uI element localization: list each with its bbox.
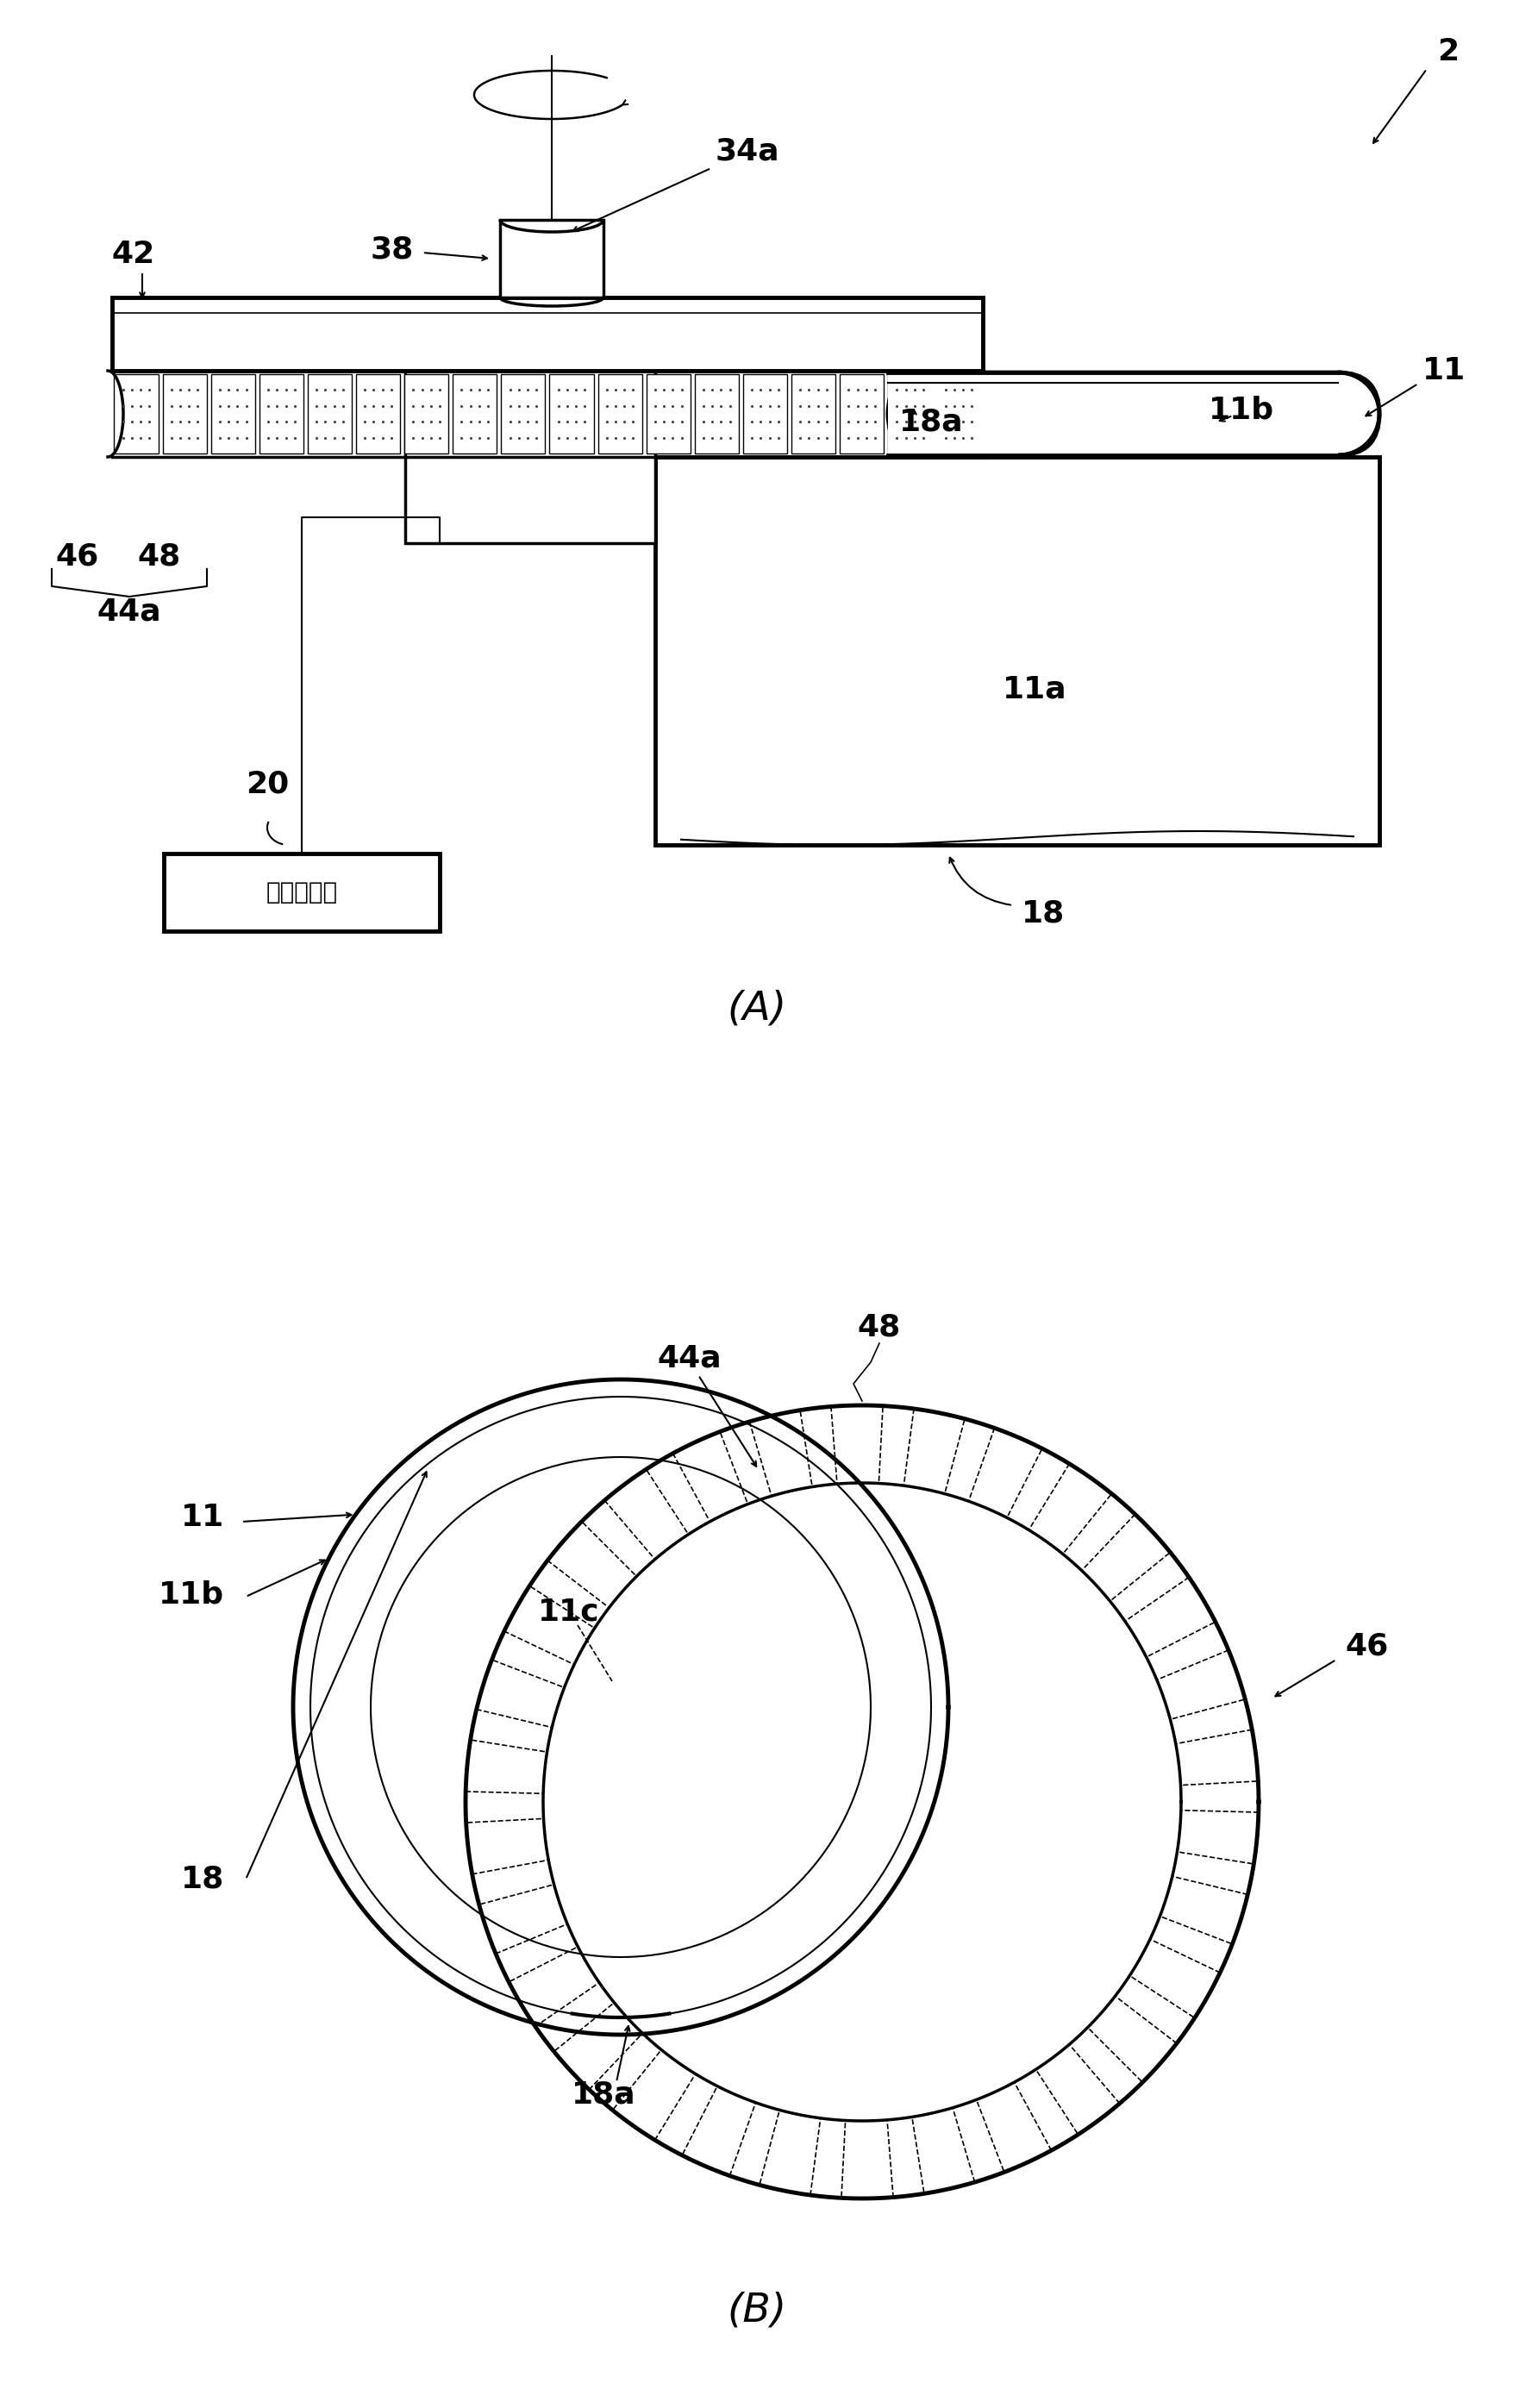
Text: 42: 42 bbox=[112, 241, 156, 270]
Bar bbox=[307, 373, 351, 453]
Bar bbox=[888, 373, 932, 453]
Bar bbox=[452, 373, 496, 453]
Bar bbox=[499, 219, 604, 299]
Bar bbox=[888, 373, 1337, 455]
Bar bbox=[655, 458, 1378, 845]
Bar bbox=[405, 371, 655, 544]
Text: 11b: 11b bbox=[1207, 395, 1274, 424]
Text: 18a: 18a bbox=[570, 2081, 635, 2109]
Text: (B): (B) bbox=[726, 2290, 787, 2331]
Bar bbox=[840, 373, 884, 453]
Bar bbox=[162, 373, 207, 453]
Text: 48: 48 bbox=[138, 542, 182, 571]
Bar bbox=[791, 373, 835, 453]
Text: 11c: 11c bbox=[537, 1597, 599, 1628]
Text: 48: 48 bbox=[858, 1312, 900, 1341]
Bar bbox=[549, 373, 593, 453]
Bar bbox=[694, 373, 738, 453]
Text: 旋转驱动源: 旋转驱动源 bbox=[266, 881, 337, 905]
FancyBboxPatch shape bbox=[888, 373, 1378, 455]
Text: 34a: 34a bbox=[716, 137, 779, 166]
Text: 2: 2 bbox=[1437, 36, 1459, 67]
Text: (A): (A) bbox=[726, 990, 787, 1028]
Bar bbox=[163, 852, 439, 932]
Bar bbox=[356, 373, 399, 453]
Bar bbox=[112, 299, 982, 371]
Bar bbox=[210, 373, 254, 453]
Bar bbox=[404, 373, 448, 453]
Text: 11a: 11a bbox=[1002, 674, 1067, 706]
Bar bbox=[646, 373, 690, 453]
Bar bbox=[598, 373, 642, 453]
Text: 11: 11 bbox=[180, 1503, 224, 1531]
Bar bbox=[501, 373, 545, 453]
Text: 18a: 18a bbox=[899, 407, 962, 438]
Text: 18: 18 bbox=[180, 1864, 224, 1895]
Text: 44a: 44a bbox=[97, 597, 162, 626]
Text: 46: 46 bbox=[1344, 1633, 1387, 1662]
Text: 18: 18 bbox=[1021, 898, 1064, 929]
Text: 11: 11 bbox=[1422, 356, 1465, 385]
Text: 46: 46 bbox=[56, 542, 100, 571]
Bar bbox=[259, 373, 303, 453]
Text: 20: 20 bbox=[245, 771, 289, 799]
Bar bbox=[743, 373, 787, 453]
Text: 38: 38 bbox=[371, 236, 413, 265]
Bar bbox=[113, 373, 159, 453]
Text: 11b: 11b bbox=[159, 1580, 224, 1609]
Bar bbox=[937, 373, 980, 453]
Text: 44a: 44a bbox=[657, 1344, 722, 1373]
